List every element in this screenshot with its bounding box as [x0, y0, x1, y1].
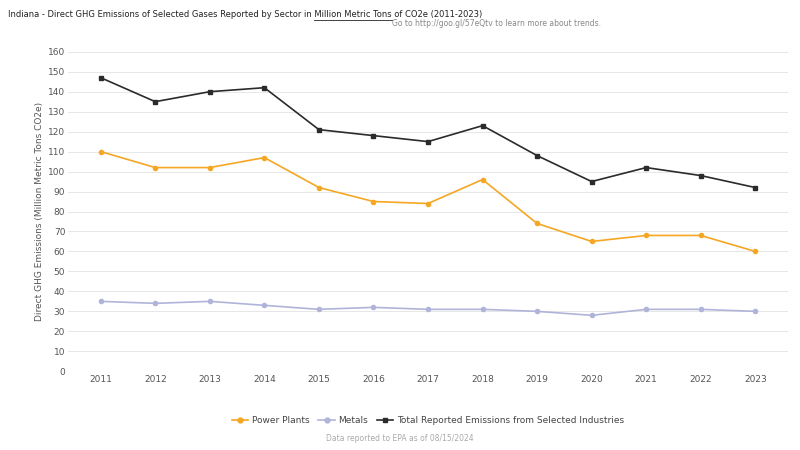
Legend: Power Plants, Metals, Total Reported Emissions from Selected Industries: Power Plants, Metals, Total Reported Emi…	[228, 413, 628, 429]
Text: Data reported to EPA as of 08/15/2024: Data reported to EPA as of 08/15/2024	[326, 434, 474, 443]
Text: Go to http://goo.gl/57eQtv to learn more about trends.: Go to http://goo.gl/57eQtv to learn more…	[391, 19, 601, 28]
Text: Indiana - Direct GHG Emissions of Selected Gases Reported by Sector in Million M: Indiana - Direct GHG Emissions of Select…	[8, 10, 482, 19]
Y-axis label: Direct GHG Emissions (Million Metric Tons CO2e): Direct GHG Emissions (Million Metric Ton…	[35, 102, 44, 321]
